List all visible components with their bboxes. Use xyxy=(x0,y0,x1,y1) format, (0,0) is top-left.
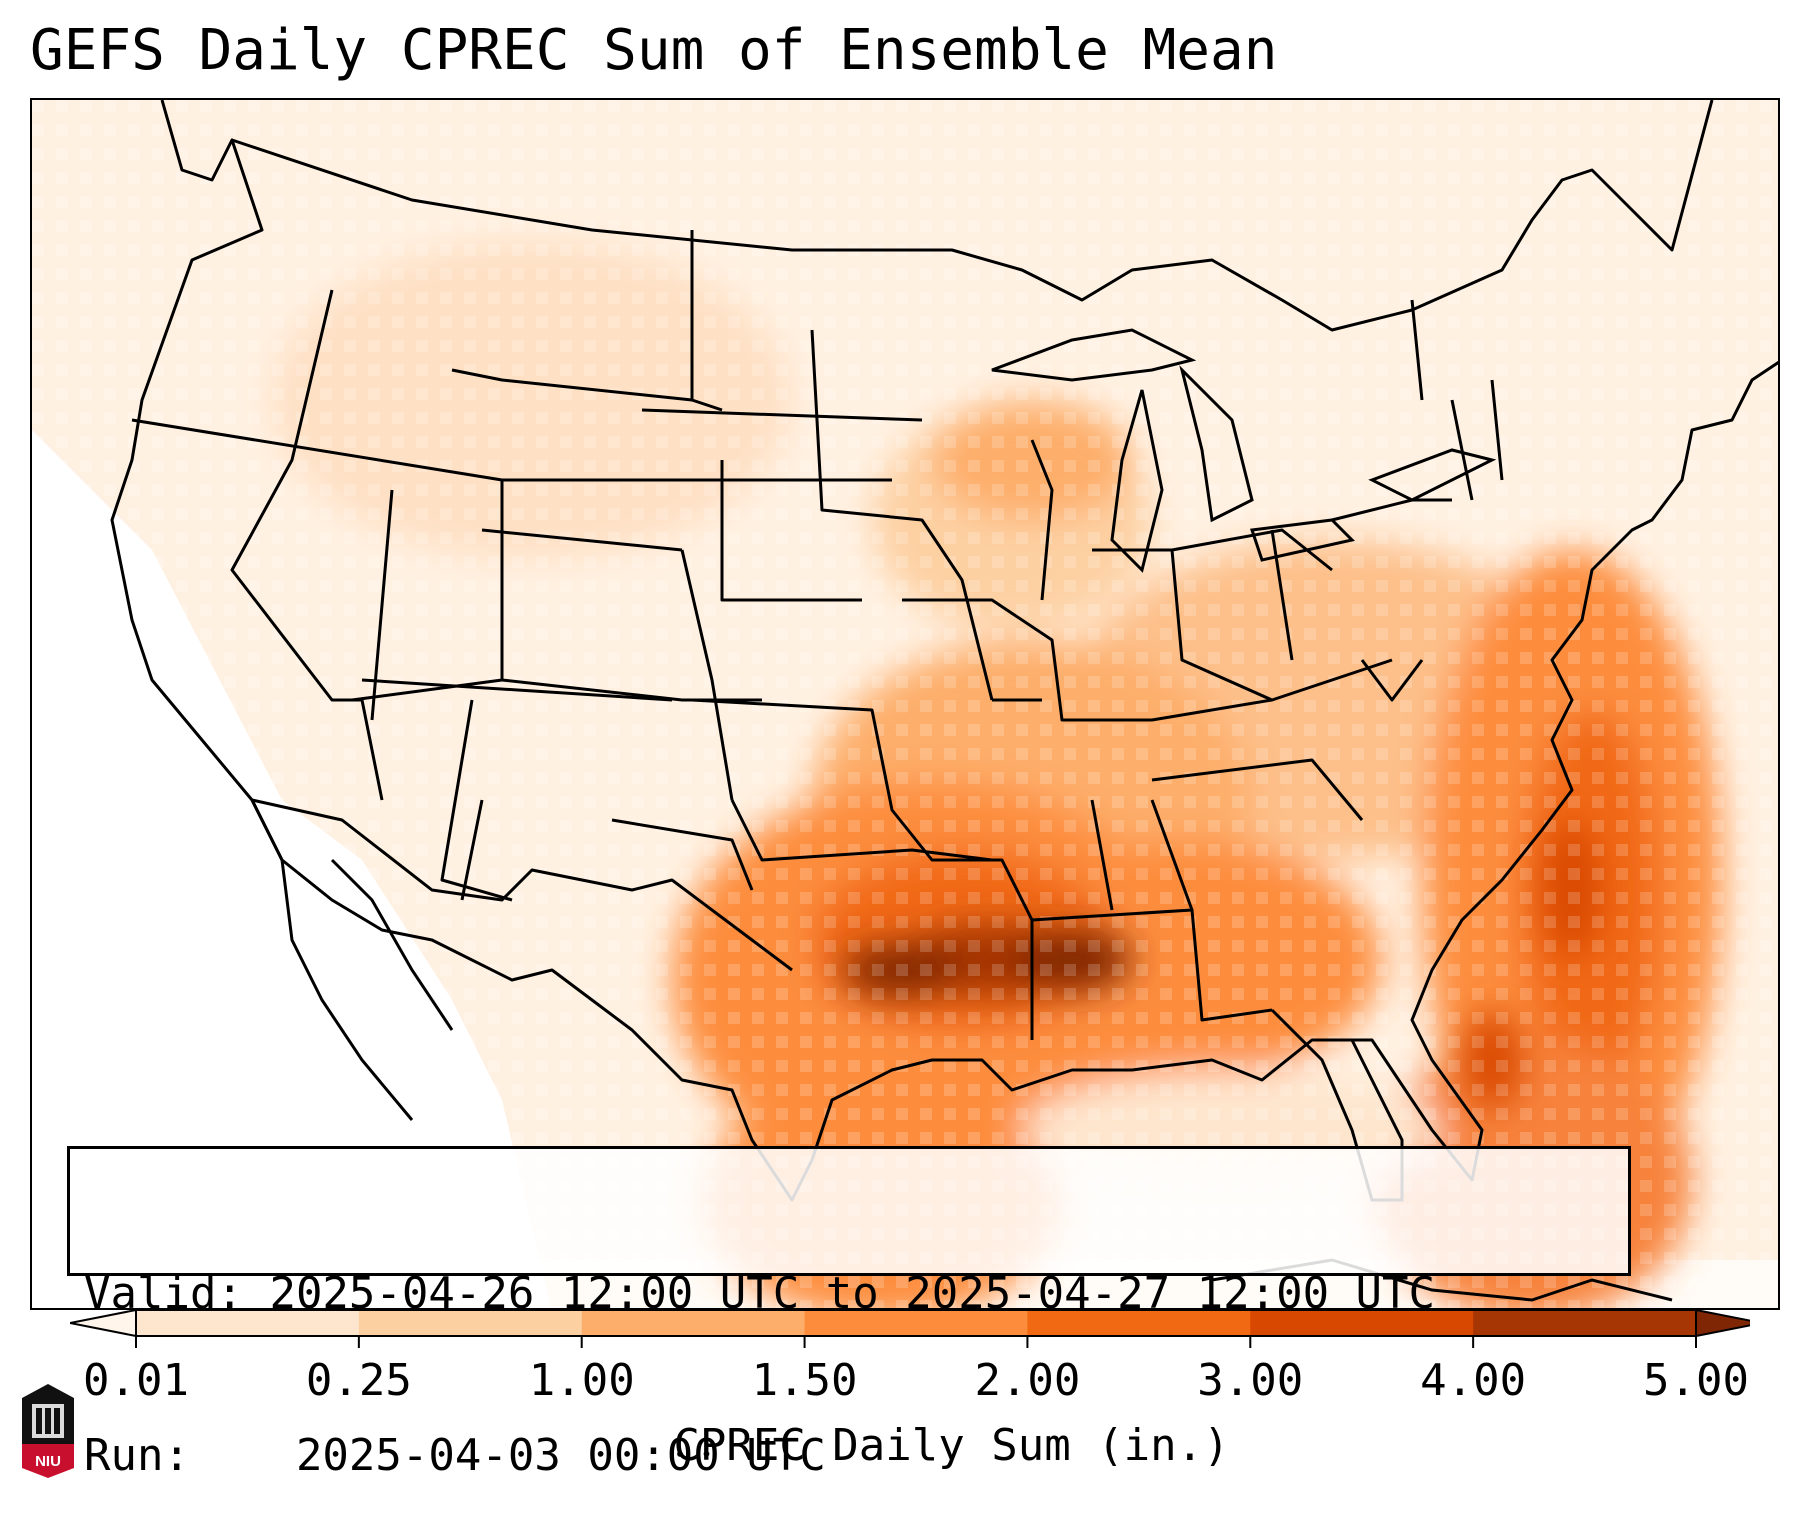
colorbar-outline xyxy=(135,1309,1697,1337)
colorbar-tick-label: 0.01 xyxy=(83,1355,189,1406)
grid-texture xyxy=(32,100,1778,1308)
colorbar-segment xyxy=(136,1310,360,1336)
colorbar-label: CPREC Daily Sum (in.) xyxy=(673,1420,1230,1471)
colorbar-min-arrow xyxy=(70,1308,137,1338)
colorbar xyxy=(70,1308,1750,1348)
state-borders xyxy=(110,100,1778,1202)
colorbar-segment xyxy=(358,1310,583,1336)
precipitation-map xyxy=(30,98,1780,1310)
us-outline xyxy=(110,100,1778,1202)
colorbar-tick-label: 2.00 xyxy=(974,1355,1081,1406)
colorbar-tick-label: 0.25 xyxy=(305,1355,412,1406)
colorbar-tick-label: 1.00 xyxy=(528,1355,635,1406)
colorbar-segment xyxy=(804,1310,1028,1336)
canada-border xyxy=(231,100,1714,332)
niu-logo-text: NIU xyxy=(35,1453,61,1470)
validity-info-box: Valid: 2025-04-26 12:00 UTC to 2025-04-2… xyxy=(67,1146,1631,1481)
colorbar-segment xyxy=(1027,1310,1251,1336)
colorbar-segment xyxy=(1250,1310,1474,1336)
colorbar-tick-label: 3.00 xyxy=(1197,1355,1304,1406)
mexico-border xyxy=(251,798,793,972)
colorbar-segment xyxy=(1473,1310,1697,1336)
run-value: 2025-04-03 00:00 UTC xyxy=(295,1430,826,1481)
niu-logo: NIU xyxy=(22,1384,74,1478)
baja-california xyxy=(250,799,454,1121)
map-title: GEFS Daily CPREC Sum of Ensemble Mean xyxy=(30,18,1278,83)
map-canvas xyxy=(32,100,1778,1308)
colorbar-tick-label: 4.00 xyxy=(1420,1355,1527,1406)
colorbar-tick-label: 1.50 xyxy=(751,1355,858,1406)
colorbar-tick-label: 5.00 xyxy=(1643,1355,1749,1406)
run-row: Run: 2025-04-03 00:00 UTC xyxy=(84,1429,1614,1483)
run-label: Run: xyxy=(84,1430,190,1481)
colorbar-max-arrow xyxy=(1695,1308,1750,1338)
colorbar-segment xyxy=(581,1310,806,1336)
great-lakes xyxy=(991,328,1497,573)
